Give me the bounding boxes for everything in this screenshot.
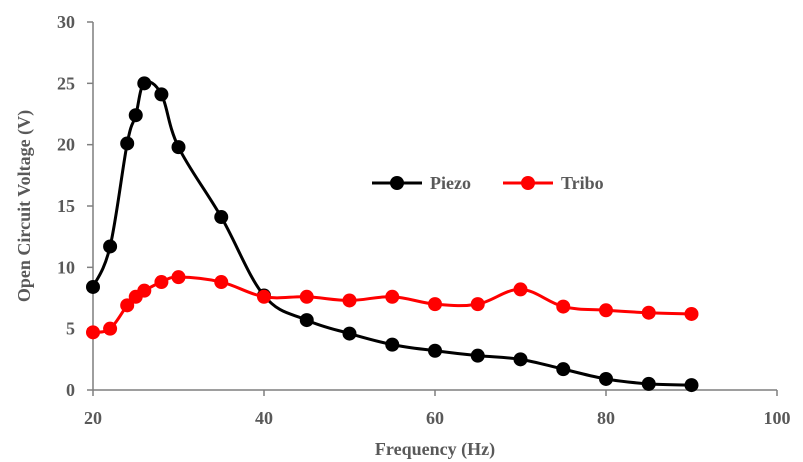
data-point [342,293,357,308]
data-point [599,371,613,386]
data-point [385,289,400,304]
x-axis-title: Frequency (Hz) [375,439,495,460]
y-axis-title: Open Circuit Voltage (V) [14,110,35,302]
data-point [137,76,152,91]
y-tick-label: 15 [57,196,75,216]
series-layer [86,76,699,393]
data-point [428,343,442,358]
legend-swatch-marker [390,176,404,190]
legend-label: Tribo [561,173,604,193]
x-tick-label: 60 [426,408,444,428]
y-tick-label: 10 [57,257,75,277]
legend-item-tribo: Tribo [503,173,604,193]
data-point [556,299,571,314]
data-point [120,136,135,151]
x-tick-label: 20 [84,408,102,428]
data-point [641,305,656,320]
data-point [86,325,100,340]
data-point [342,326,357,341]
data-point [154,87,169,102]
data-point [470,348,485,363]
data-point [513,282,528,297]
data-point [385,337,400,352]
legend-label: Piezo [430,173,471,193]
y-tick-label: 5 [66,319,75,339]
data-point [128,108,143,123]
legend-item-piezo: Piezo [372,173,471,193]
y-tick-label: 0 [66,380,75,400]
y-tick-label: 30 [57,12,75,32]
x-tick-label: 100 [764,408,791,428]
data-point [299,313,314,328]
data-point [641,376,656,391]
data-point [684,378,699,393]
data-point [556,362,571,377]
x-tick-label: 40 [255,408,273,428]
data-point [154,275,169,290]
data-point [171,270,186,285]
data-point [428,297,442,312]
data-point [257,289,271,304]
x-tick-label: 80 [597,408,615,428]
data-point [86,279,100,294]
y-axis-ticks: 0 5 10 15 20 25 30 [57,12,93,400]
data-point [599,303,613,318]
legend-swatch-marker [521,176,535,190]
data-point [103,239,118,254]
x-axis-ticks: 20 40 60 80 100 [84,390,791,428]
data-point [470,297,485,312]
data-point [120,298,135,313]
y-tick-label: 25 [57,73,75,93]
legend: Piezo Tribo [372,173,604,193]
data-point [513,352,528,367]
data-point [171,140,186,155]
data-point [103,321,118,336]
y-tick-label: 20 [57,135,75,155]
data-point [137,283,152,298]
plot-area: 20 40 60 80 100 0 5 10 15 20 25 30 [57,12,791,428]
series-piezo [86,76,699,393]
series-tribo [86,270,699,340]
data-point [214,210,229,225]
data-point [684,306,699,321]
data-point [214,275,229,290]
data-point [299,289,314,304]
